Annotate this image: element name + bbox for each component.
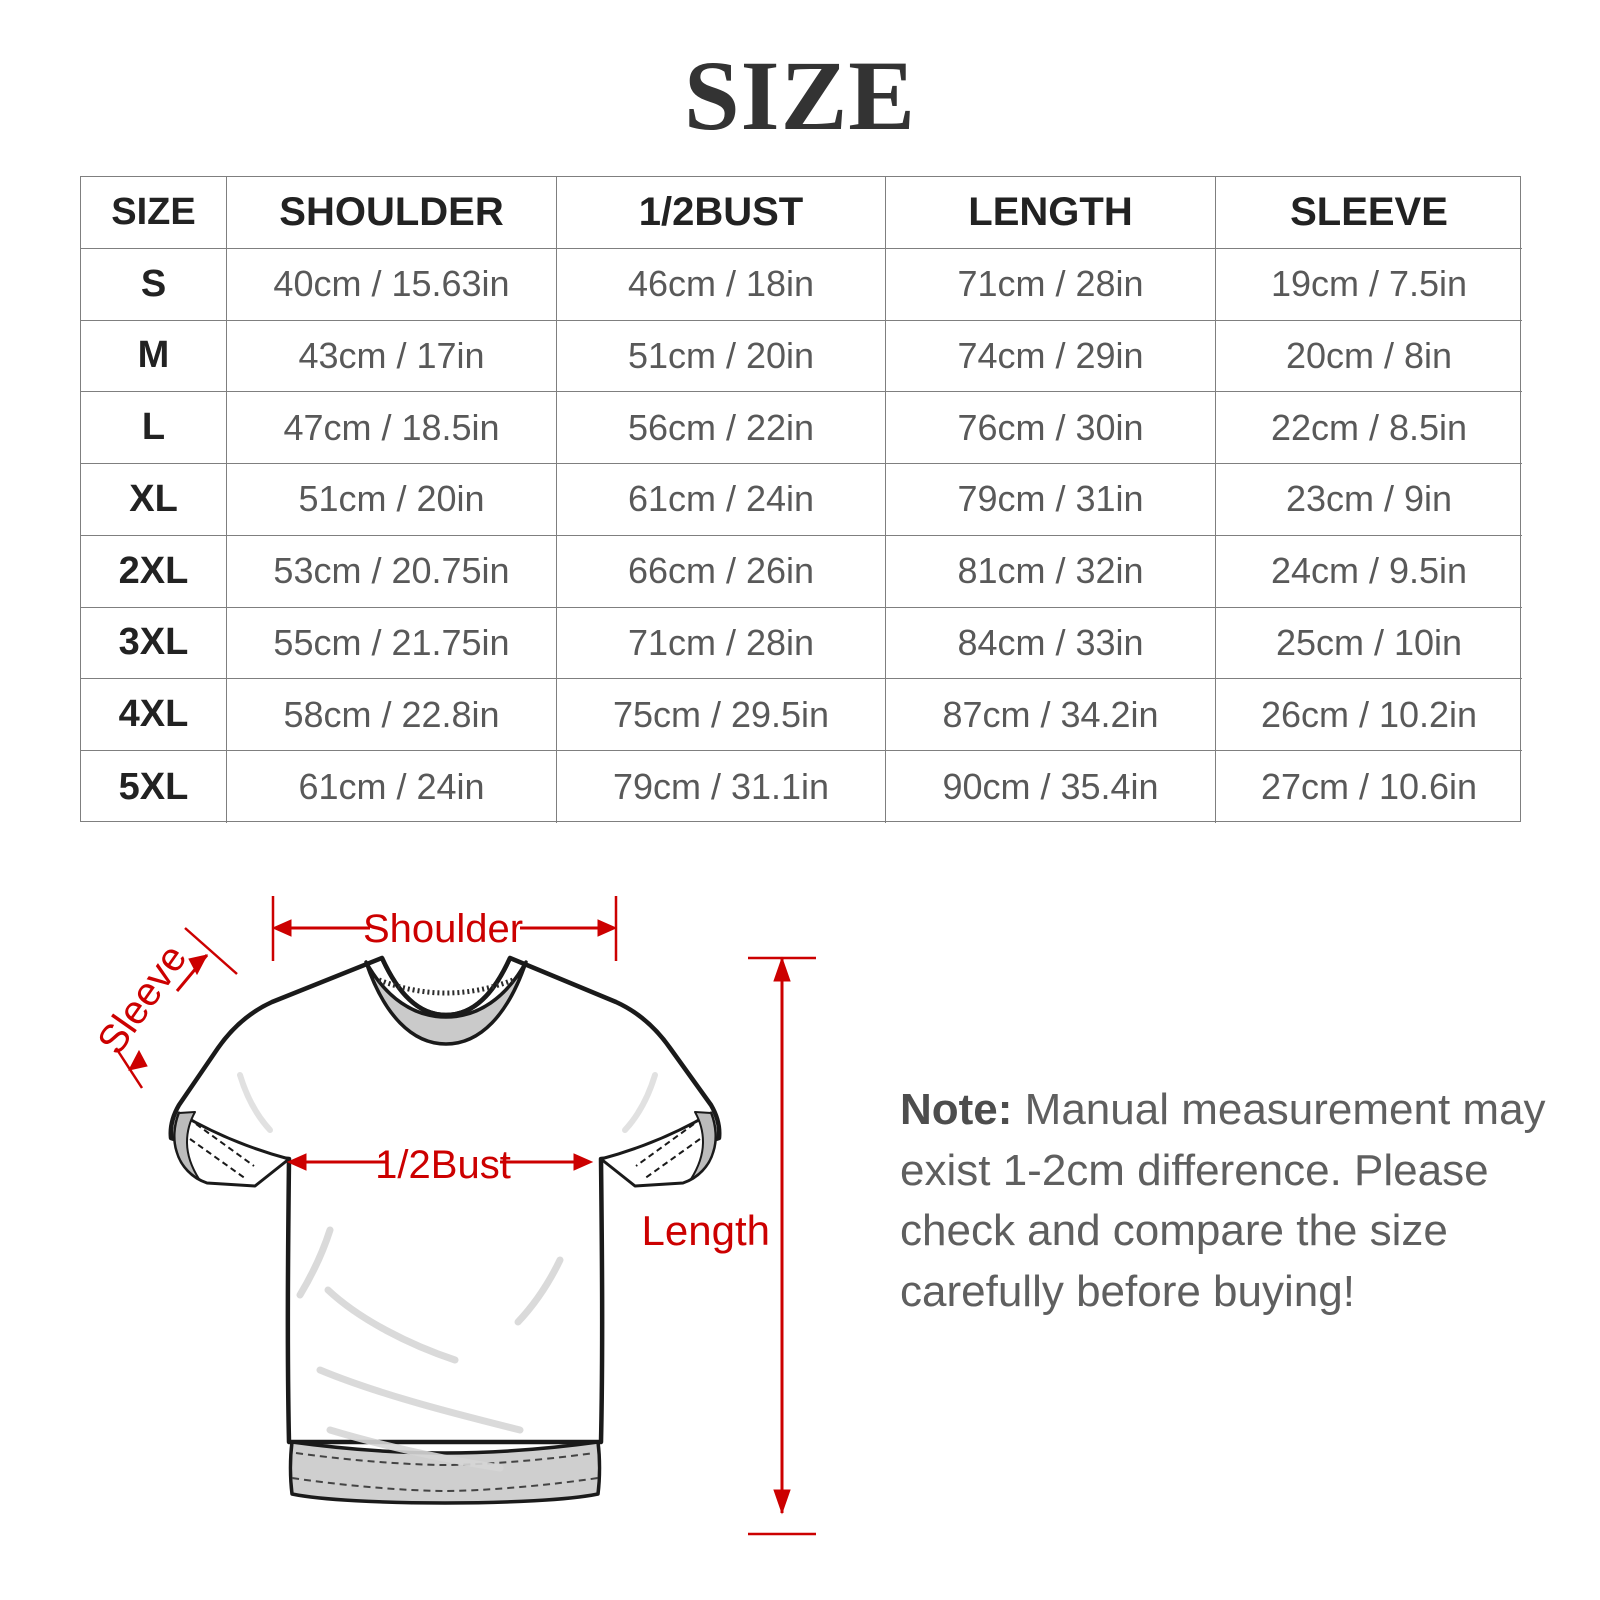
svg-text:Sleeve: Sleeve	[89, 937, 195, 1062]
svg-text:Shoulder: Shoulder	[363, 907, 523, 951]
svg-text:1/2Bust: 1/2Bust	[375, 1143, 511, 1187]
svg-text:Length: Length	[642, 1207, 770, 1254]
